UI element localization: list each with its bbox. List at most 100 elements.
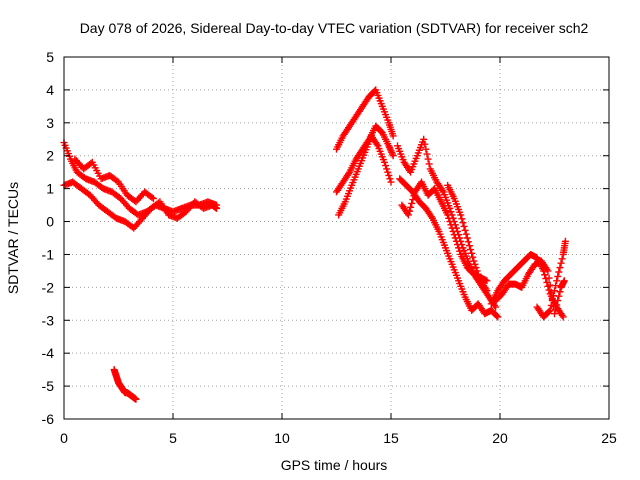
data-point <box>552 305 560 313</box>
data-point <box>380 158 388 166</box>
data-point <box>421 140 429 148</box>
data-point <box>406 207 414 215</box>
data-point <box>149 195 157 203</box>
data-point <box>549 292 557 300</box>
data-point <box>556 264 564 272</box>
data-point <box>494 313 502 321</box>
data-point <box>389 152 397 160</box>
data-point <box>470 257 478 265</box>
data-point <box>444 211 452 219</box>
data-point <box>554 272 562 280</box>
data-point <box>493 312 501 320</box>
y-tick-label: 5 <box>46 49 54 65</box>
x-tick-label: 5 <box>169 430 177 446</box>
data-point <box>467 246 475 254</box>
tick-labels: 0 5 10 15 20 25 -6 -5 -4 -3 -2 -1 0 1 2 3 4 5 <box>42 49 617 446</box>
x-tick-label: 20 <box>492 430 508 446</box>
data-point <box>385 171 393 179</box>
data-point <box>458 215 466 223</box>
y-tick-label: -1 <box>42 246 55 262</box>
data-point <box>547 301 555 309</box>
grid-lines <box>64 57 609 419</box>
data-point <box>462 230 470 238</box>
data-point <box>544 267 552 275</box>
data-point <box>386 175 394 183</box>
data-point <box>450 231 458 239</box>
y-tick-label: -3 <box>42 312 55 328</box>
data-point <box>469 253 477 261</box>
data-point <box>447 208 455 216</box>
x-tick-label: 15 <box>383 430 399 446</box>
data-point <box>475 273 483 281</box>
x-tick-label: 10 <box>274 430 290 446</box>
data-point <box>449 227 457 235</box>
data-point <box>424 155 432 163</box>
y-tick-label: 4 <box>46 82 54 98</box>
data-point <box>460 222 468 230</box>
data-point <box>548 297 556 305</box>
axis-ticks <box>63 56 610 420</box>
y-axis-label: SDTVAR / TECUs <box>5 182 21 294</box>
data-point <box>213 204 221 212</box>
data-point <box>404 211 412 219</box>
data-point <box>448 224 456 232</box>
data-point <box>471 260 479 268</box>
data-point <box>556 288 564 296</box>
data-point <box>468 249 476 257</box>
y-tick-label: 0 <box>46 214 54 230</box>
data-point <box>387 178 395 186</box>
chart-title: Day 078 of 2026, Sidereal Day-to-day VTE… <box>80 20 589 36</box>
data-point <box>553 277 561 285</box>
data-point <box>457 211 465 219</box>
data-point <box>453 241 461 249</box>
y-tick-label: -5 <box>42 378 55 394</box>
data-point <box>472 264 480 272</box>
data-point <box>451 234 459 242</box>
y-tick-label: 3 <box>46 115 54 131</box>
data-point <box>409 196 417 204</box>
x-tick-label: 25 <box>601 430 617 446</box>
data-point <box>407 203 415 211</box>
data-point <box>557 259 565 267</box>
data-point <box>464 238 472 246</box>
data-point <box>447 221 455 229</box>
y-tick-label: 1 <box>46 181 54 197</box>
data-point <box>132 395 140 403</box>
plot-frame <box>63 56 610 420</box>
data-point <box>461 226 469 234</box>
data-point <box>559 313 567 321</box>
data-point <box>423 150 431 158</box>
data-point <box>558 255 566 263</box>
data-point <box>552 282 560 290</box>
x-axis-label: GPS time / hours <box>281 457 388 473</box>
data-point <box>465 242 473 250</box>
data-point <box>541 271 549 279</box>
data-point <box>389 132 397 140</box>
data-point <box>473 267 481 275</box>
data-point <box>425 160 433 168</box>
y-tick-label: 2 <box>46 148 54 164</box>
data-point <box>492 303 500 311</box>
data-point <box>446 218 454 226</box>
data-point <box>422 145 430 153</box>
data-point <box>555 268 563 276</box>
data-point <box>445 214 453 222</box>
y-tick-label: -2 <box>42 279 55 295</box>
data-point <box>382 162 390 170</box>
data-point <box>560 277 568 285</box>
data-point <box>483 277 491 285</box>
data-point <box>410 192 418 200</box>
data-point <box>551 287 558 295</box>
x-tick-label: 0 <box>60 430 68 446</box>
data-points <box>60 86 569 403</box>
data-point <box>459 219 467 227</box>
data-point <box>456 247 464 255</box>
data-point <box>551 310 558 318</box>
data-point <box>545 307 553 315</box>
data-point <box>483 287 491 295</box>
data-point <box>546 306 554 314</box>
data-point <box>561 237 569 245</box>
data-point <box>452 237 460 245</box>
data-point <box>420 135 428 143</box>
